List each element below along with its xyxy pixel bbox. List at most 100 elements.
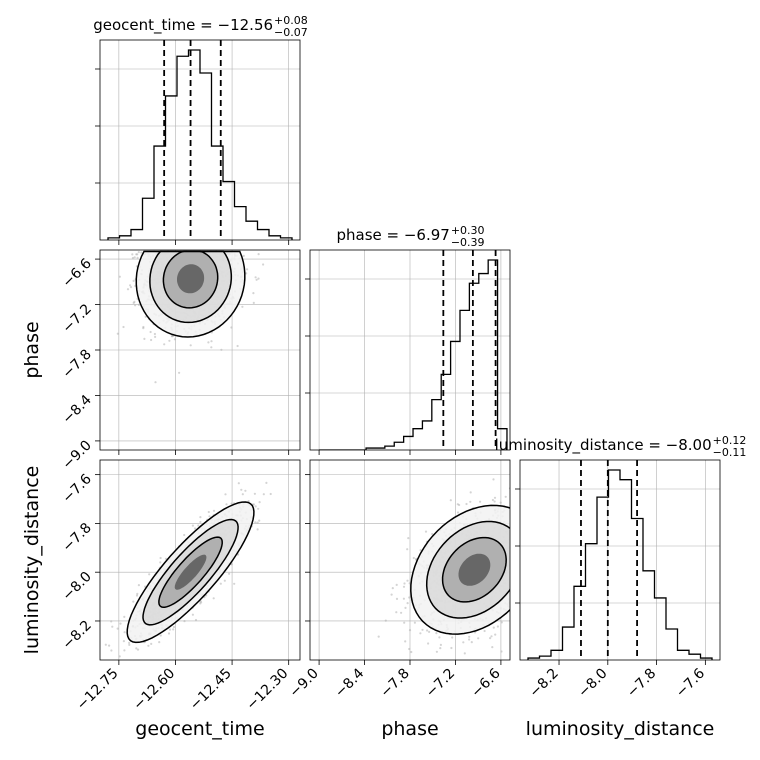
x-tick-label: −7.2 — [423, 666, 458, 701]
title-sup: +0.08 — [274, 14, 308, 27]
sample-point — [419, 549, 422, 552]
sample-point — [173, 338, 176, 341]
sample-point — [515, 582, 517, 584]
sample-point — [542, 561, 544, 563]
scatter-panel-geocent_time-phase — [99, 249, 301, 451]
sample-point — [254, 521, 257, 524]
sample-point — [517, 565, 519, 567]
x-axis-label: phase — [381, 718, 438, 740]
sample-point — [527, 581, 529, 583]
density-contour — [458, 553, 491, 586]
sample-point — [523, 557, 525, 559]
sample-point — [490, 635, 493, 638]
sample-point — [256, 521, 259, 524]
sample-point — [525, 537, 527, 539]
sample-point — [224, 493, 227, 496]
sample-point — [515, 512, 517, 514]
sample-point — [521, 540, 523, 542]
sample-point — [123, 649, 126, 652]
sample-point — [517, 562, 519, 564]
sample-point — [510, 549, 512, 551]
sample-point — [449, 499, 452, 502]
y-tick-label: −8.4 — [59, 392, 94, 427]
sample-point — [230, 563, 233, 566]
sample-point — [469, 500, 472, 503]
sample-point — [262, 263, 265, 266]
sample-point — [469, 491, 472, 494]
sample-point — [492, 626, 495, 629]
x-tick-label: −9.0 — [287, 666, 322, 701]
sample-point — [285, 447, 287, 449]
sample-point — [132, 600, 135, 603]
sample-point — [168, 628, 172, 631]
sample-point — [159, 561, 162, 564]
sample-point — [504, 495, 507, 498]
sample-point — [512, 573, 514, 575]
sample-point — [200, 601, 203, 604]
histogram-step — [319, 259, 508, 450]
sample-point — [493, 500, 496, 503]
sample-point — [511, 572, 513, 574]
sample-point — [552, 531, 554, 533]
sample-point — [123, 631, 126, 634]
axes-frame — [99, 39, 301, 241]
sample-point — [137, 251, 140, 254]
sample-point — [518, 589, 520, 591]
sample-point — [516, 590, 518, 592]
sample-point — [527, 553, 529, 555]
sample-point — [136, 592, 139, 595]
sample-point — [456, 511, 460, 514]
sample-point — [269, 492, 272, 496]
sample-point — [199, 516, 202, 519]
sample-point — [223, 579, 226, 582]
sample-point — [513, 541, 515, 543]
y-tick-label: −7.8 — [59, 347, 94, 382]
sample-point — [254, 276, 257, 279]
sample-point — [516, 570, 518, 572]
sample-point — [513, 584, 515, 586]
sample-point — [253, 492, 256, 495]
sample-point — [119, 622, 122, 625]
sample-point — [479, 500, 482, 503]
title-sub: −0.07 — [274, 26, 308, 39]
sample-point — [450, 646, 453, 650]
y-axis-label: phase — [21, 321, 43, 378]
sample-point — [516, 525, 518, 527]
sample-point — [513, 576, 515, 578]
sample-point — [257, 253, 260, 256]
sample-point — [515, 548, 517, 550]
sample-point — [220, 348, 223, 351]
sample-point — [518, 521, 520, 523]
sample-point — [512, 573, 514, 575]
sample-point — [470, 641, 473, 644]
sample-point — [163, 343, 166, 346]
sample-point — [521, 529, 523, 531]
sample-point — [150, 642, 153, 646]
sample-point — [529, 567, 531, 569]
sample-point — [191, 524, 194, 527]
sample-point — [515, 539, 517, 541]
sample-point — [421, 628, 424, 631]
sample-point — [118, 655, 121, 658]
sample-point — [377, 635, 380, 638]
title-sub: −0.39 — [451, 236, 485, 249]
sample-point — [516, 632, 518, 634]
sample-point — [137, 584, 140, 587]
sample-point — [530, 526, 532, 528]
sample-point — [493, 496, 497, 499]
sample-point — [512, 563, 514, 565]
sample-point — [240, 488, 243, 491]
sample-point — [428, 630, 431, 634]
sample-point — [123, 615, 126, 619]
sample-point — [207, 510, 210, 514]
sample-point — [532, 522, 534, 524]
sample-point — [126, 288, 130, 291]
title-sup: +0.12 — [713, 434, 747, 447]
y-tick-label: −9.0 — [59, 437, 94, 472]
sample-point — [431, 532, 434, 536]
sample-point — [513, 522, 515, 524]
sample-point — [499, 501, 502, 504]
sample-point — [153, 332, 156, 336]
sample-point — [104, 643, 107, 646]
sample-point — [158, 641, 161, 644]
